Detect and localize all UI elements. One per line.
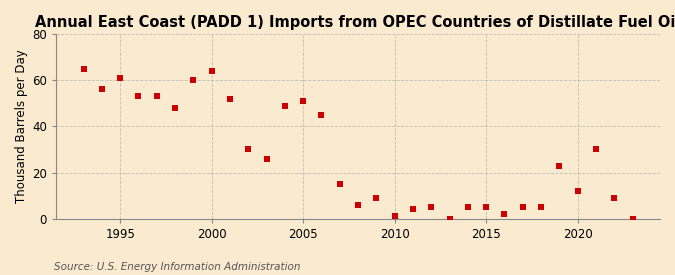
Point bbox=[371, 196, 382, 200]
Y-axis label: Thousand Barrels per Day: Thousand Barrels per Day bbox=[15, 50, 28, 203]
Point bbox=[97, 87, 107, 92]
Point bbox=[334, 182, 345, 186]
Point bbox=[169, 106, 180, 110]
Point bbox=[352, 203, 363, 207]
Point bbox=[115, 76, 126, 80]
Point bbox=[408, 207, 418, 212]
Point bbox=[444, 216, 455, 221]
Point bbox=[517, 205, 528, 209]
Point bbox=[462, 205, 473, 209]
Point bbox=[499, 212, 510, 216]
Point bbox=[188, 78, 198, 82]
Point bbox=[591, 147, 601, 152]
Point bbox=[133, 94, 144, 98]
Point bbox=[261, 156, 272, 161]
Point bbox=[481, 205, 491, 209]
Point bbox=[609, 196, 620, 200]
Point bbox=[389, 214, 400, 219]
Point bbox=[151, 94, 162, 98]
Point bbox=[426, 205, 437, 209]
Text: Source: U.S. Energy Information Administration: Source: U.S. Energy Information Administ… bbox=[54, 262, 300, 272]
Point bbox=[78, 66, 89, 71]
Point bbox=[536, 205, 547, 209]
Point bbox=[298, 99, 308, 103]
Point bbox=[243, 147, 254, 152]
Point bbox=[572, 189, 583, 193]
Point bbox=[316, 112, 327, 117]
Title: Annual East Coast (PADD 1) Imports from OPEC Countries of Distillate Fuel Oil: Annual East Coast (PADD 1) Imports from … bbox=[35, 15, 675, 30]
Point bbox=[627, 216, 638, 221]
Point bbox=[554, 163, 565, 168]
Point bbox=[225, 97, 236, 101]
Point bbox=[279, 103, 290, 108]
Point bbox=[207, 69, 217, 73]
